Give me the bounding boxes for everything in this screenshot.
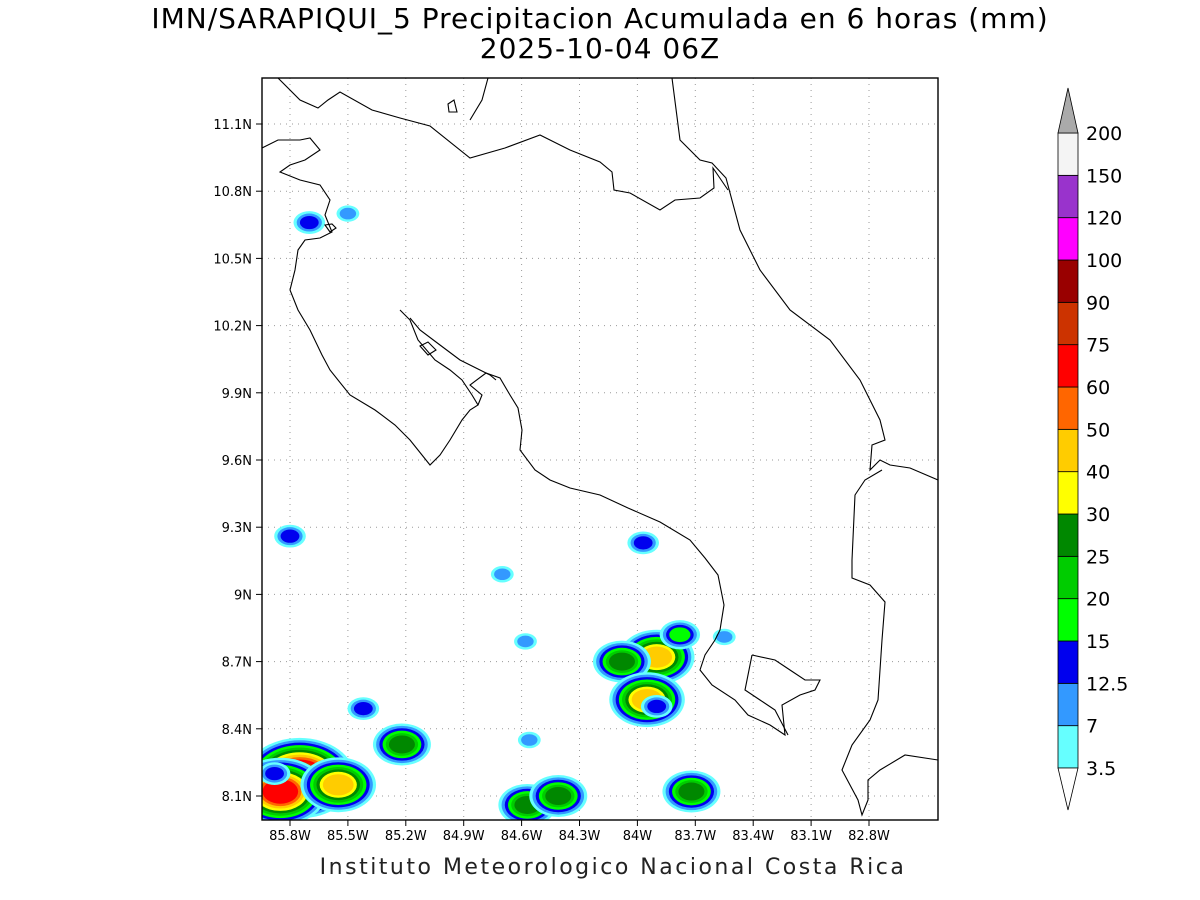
- precip-contour: [608, 652, 635, 671]
- precipitation-cell: [300, 757, 377, 813]
- colorbar-swatch: [1057, 428, 1079, 473]
- colorbar-under-arrow: [1057, 767, 1079, 811]
- colorbar-legend: 3.5 7 12.5 15 20 25 30 40 50 60 75 90 100 120 150 200: [1057, 87, 1128, 811]
- colorbar-label: 7: [1086, 716, 1098, 738]
- precip-contour: [647, 699, 667, 714]
- precipitation-cell: [372, 723, 431, 766]
- colorbar-label: 120: [1086, 208, 1122, 230]
- lon-tick-label: 83.4W: [732, 829, 774, 844]
- colorbar-label: 15: [1086, 631, 1110, 653]
- map-frame: [261, 77, 939, 821]
- precip-contour: [678, 782, 705, 801]
- lat-tick-label: 9.3N: [222, 521, 252, 536]
- precip-contour: [299, 215, 319, 230]
- colorbar-label: 200: [1086, 123, 1122, 145]
- precip-contour: [633, 536, 653, 550]
- longitude-axis: 85.8W 85.5W 85.2W 84.9W 84.6W 84.3W 84W 83.7W 83…: [269, 820, 890, 844]
- precip-contour: [339, 207, 357, 220]
- lat-tick-label: 10.2N: [213, 320, 252, 335]
- lon-tick-label: 84.9W: [443, 829, 485, 844]
- precipitation-cell: [514, 633, 537, 650]
- colorbar-swatch: [1057, 217, 1079, 261]
- colorbar-label: 150: [1086, 165, 1122, 187]
- colorbar-swatch: [1057, 471, 1079, 515]
- colorbar-swatch: [1057, 640, 1079, 684]
- lat-tick-label: 10.8N: [213, 185, 252, 200]
- precipitation-cell: [490, 566, 514, 583]
- lat-tick-label: 8.4N: [222, 723, 252, 738]
- colorbar-swatch: [1057, 132, 1079, 176]
- lat-tick-label: 10.5N: [213, 252, 252, 267]
- lat-tick-label: 9.9N: [222, 387, 252, 402]
- colorbar-label: 40: [1086, 462, 1110, 484]
- lon-tick-label: 85.2W: [385, 829, 427, 844]
- precipitation-cell: [517, 731, 541, 749]
- precip-contour: [669, 627, 691, 643]
- lat-tick-label: 9.6N: [222, 454, 252, 469]
- precipitation-cell: [293, 211, 326, 234]
- colorbar-swatch: [1057, 682, 1079, 727]
- lon-tick-label: 84W: [623, 829, 653, 844]
- precip-contour: [353, 702, 373, 716]
- lat-tick-label: 11.1N: [213, 118, 252, 133]
- latitude-axis: 11.1N 10.8N 10.5N 10.2N 9.9N 9.6N 9.3N 9N 8.7N 8.…: [213, 118, 262, 805]
- precip-contour: [494, 568, 511, 581]
- precip-contour: [388, 735, 415, 754]
- colorbar-label: 25: [1086, 546, 1110, 568]
- lon-tick-label: 84.3W: [559, 829, 601, 844]
- lon-tick-label: 85.5W: [327, 829, 369, 844]
- precipitation-cell: [662, 770, 721, 813]
- lat-tick-label: 8.7N: [222, 656, 252, 671]
- lat-tick-label: 8.1N: [222, 790, 252, 805]
- colorbar-over-arrow: [1057, 87, 1079, 134]
- precipitation-field: [262, 205, 736, 820]
- colorbar-swatch: [1057, 513, 1079, 557]
- lat-tick-label: 9N: [234, 588, 252, 603]
- colorbar-swatch: [1057, 598, 1079, 642]
- precip-contour: [716, 631, 733, 643]
- colorbar-label: 75: [1086, 335, 1110, 357]
- map-title: IMN/SARAPIQUI_5 Precipitacion Acumulada …: [151, 2, 1049, 35]
- precip-contour: [521, 734, 538, 746]
- precip-contour: [517, 635, 534, 648]
- precipitation-cell: [659, 620, 701, 650]
- colorbar-swatch: [1057, 174, 1079, 219]
- lon-tick-label: 84.6W: [501, 829, 543, 844]
- colorbar-swatch: [1057, 259, 1079, 303]
- colorbar-label: 100: [1086, 250, 1122, 272]
- lon-tick-label: 85.8W: [269, 829, 311, 844]
- colorbar-label: 12.5: [1086, 673, 1128, 695]
- colorbar-swatch: [1057, 344, 1079, 388]
- map-subtitle-date: 2025-10-04 06Z: [479, 32, 721, 65]
- lon-tick-label: 83.7W: [674, 829, 716, 844]
- precipitation-cell: [274, 524, 306, 548]
- precipitation-cell: [529, 775, 588, 817]
- precipitation-cell: [262, 762, 291, 785]
- colorbar-label: 20: [1086, 589, 1110, 611]
- precipitation-cell: [627, 531, 659, 555]
- colorbar-label: 60: [1086, 377, 1110, 399]
- precip-contour: [545, 787, 572, 805]
- precipitation-cell: [592, 640, 651, 683]
- colorbar-label: 3.5: [1086, 758, 1116, 780]
- coastline: [262, 78, 938, 817]
- precipitation-cell: [347, 697, 380, 721]
- precip-contour: [262, 779, 299, 804]
- colorbar-label: 90: [1086, 292, 1110, 314]
- precip-contour: [322, 774, 354, 796]
- colorbar-label: 30: [1086, 504, 1110, 526]
- colorbar-swatch: [1057, 301, 1079, 346]
- colorbar-swatch: [1057, 555, 1079, 600]
- colorbar-swatch: [1057, 386, 1079, 430]
- precip-contour: [265, 767, 284, 781]
- precipitation-cell: [336, 205, 360, 222]
- credit-text: Instituto Meteorologico Nacional Costa R…: [319, 855, 907, 880]
- precip-contour: [280, 529, 300, 543]
- lon-tick-label: 82.8W: [848, 829, 890, 844]
- colorbar-swatch: [1057, 725, 1079, 769]
- precipitation-cell: [640, 695, 673, 718]
- colorbar-label: 50: [1086, 419, 1110, 441]
- lon-tick-label: 83.1W: [790, 829, 832, 844]
